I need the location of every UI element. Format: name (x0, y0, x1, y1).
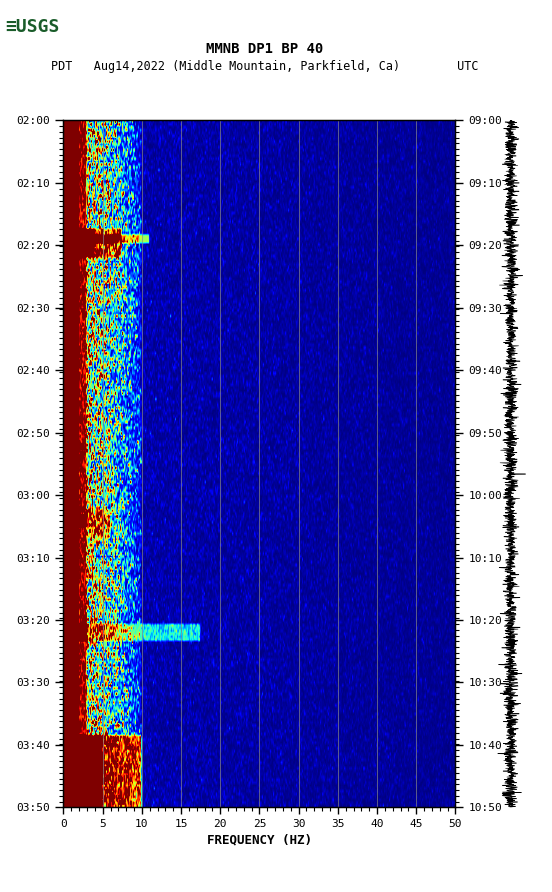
Text: ≡USGS: ≡USGS (6, 18, 60, 36)
Text: PDT   Aug14,2022 (Middle Mountain, Parkfield, Ca)        UTC: PDT Aug14,2022 (Middle Mountain, Parkfie… (51, 61, 479, 73)
X-axis label: FREQUENCY (HZ): FREQUENCY (HZ) (207, 833, 312, 847)
Text: MMNB DP1 BP 40: MMNB DP1 BP 40 (206, 42, 323, 56)
